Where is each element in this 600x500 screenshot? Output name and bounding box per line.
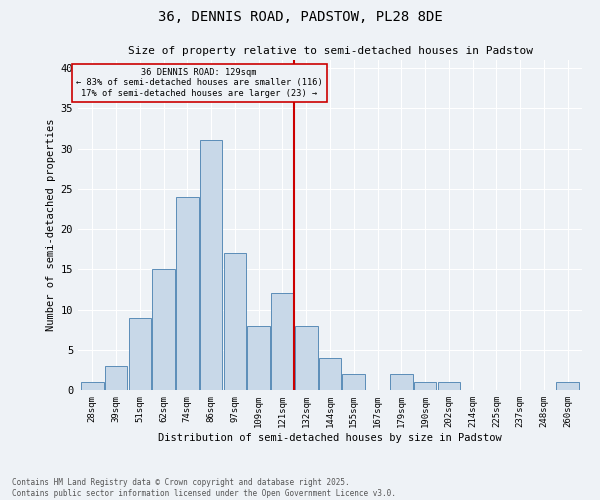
Bar xyxy=(224,253,246,390)
Text: Contains HM Land Registry data © Crown copyright and database right 2025.
Contai: Contains HM Land Registry data © Crown c… xyxy=(12,478,396,498)
Bar xyxy=(556,382,579,390)
Text: 36, DENNIS ROAD, PADSTOW, PL28 8DE: 36, DENNIS ROAD, PADSTOW, PL28 8DE xyxy=(158,10,442,24)
Bar xyxy=(319,358,341,390)
Bar xyxy=(295,326,317,390)
X-axis label: Distribution of semi-detached houses by size in Padstow: Distribution of semi-detached houses by … xyxy=(158,432,502,442)
Bar xyxy=(247,326,270,390)
Bar xyxy=(343,374,365,390)
Bar xyxy=(200,140,223,390)
Bar xyxy=(152,270,175,390)
Bar xyxy=(271,294,294,390)
Bar xyxy=(105,366,127,390)
Bar xyxy=(128,318,151,390)
Text: 36 DENNIS ROAD: 129sqm
← 83% of semi-detached houses are smaller (116)
17% of se: 36 DENNIS ROAD: 129sqm ← 83% of semi-det… xyxy=(76,68,323,98)
Y-axis label: Number of semi-detached properties: Number of semi-detached properties xyxy=(46,118,56,331)
Bar xyxy=(81,382,104,390)
Bar xyxy=(437,382,460,390)
Bar xyxy=(390,374,413,390)
Title: Size of property relative to semi-detached houses in Padstow: Size of property relative to semi-detach… xyxy=(128,46,533,56)
Bar xyxy=(176,197,199,390)
Bar xyxy=(414,382,436,390)
